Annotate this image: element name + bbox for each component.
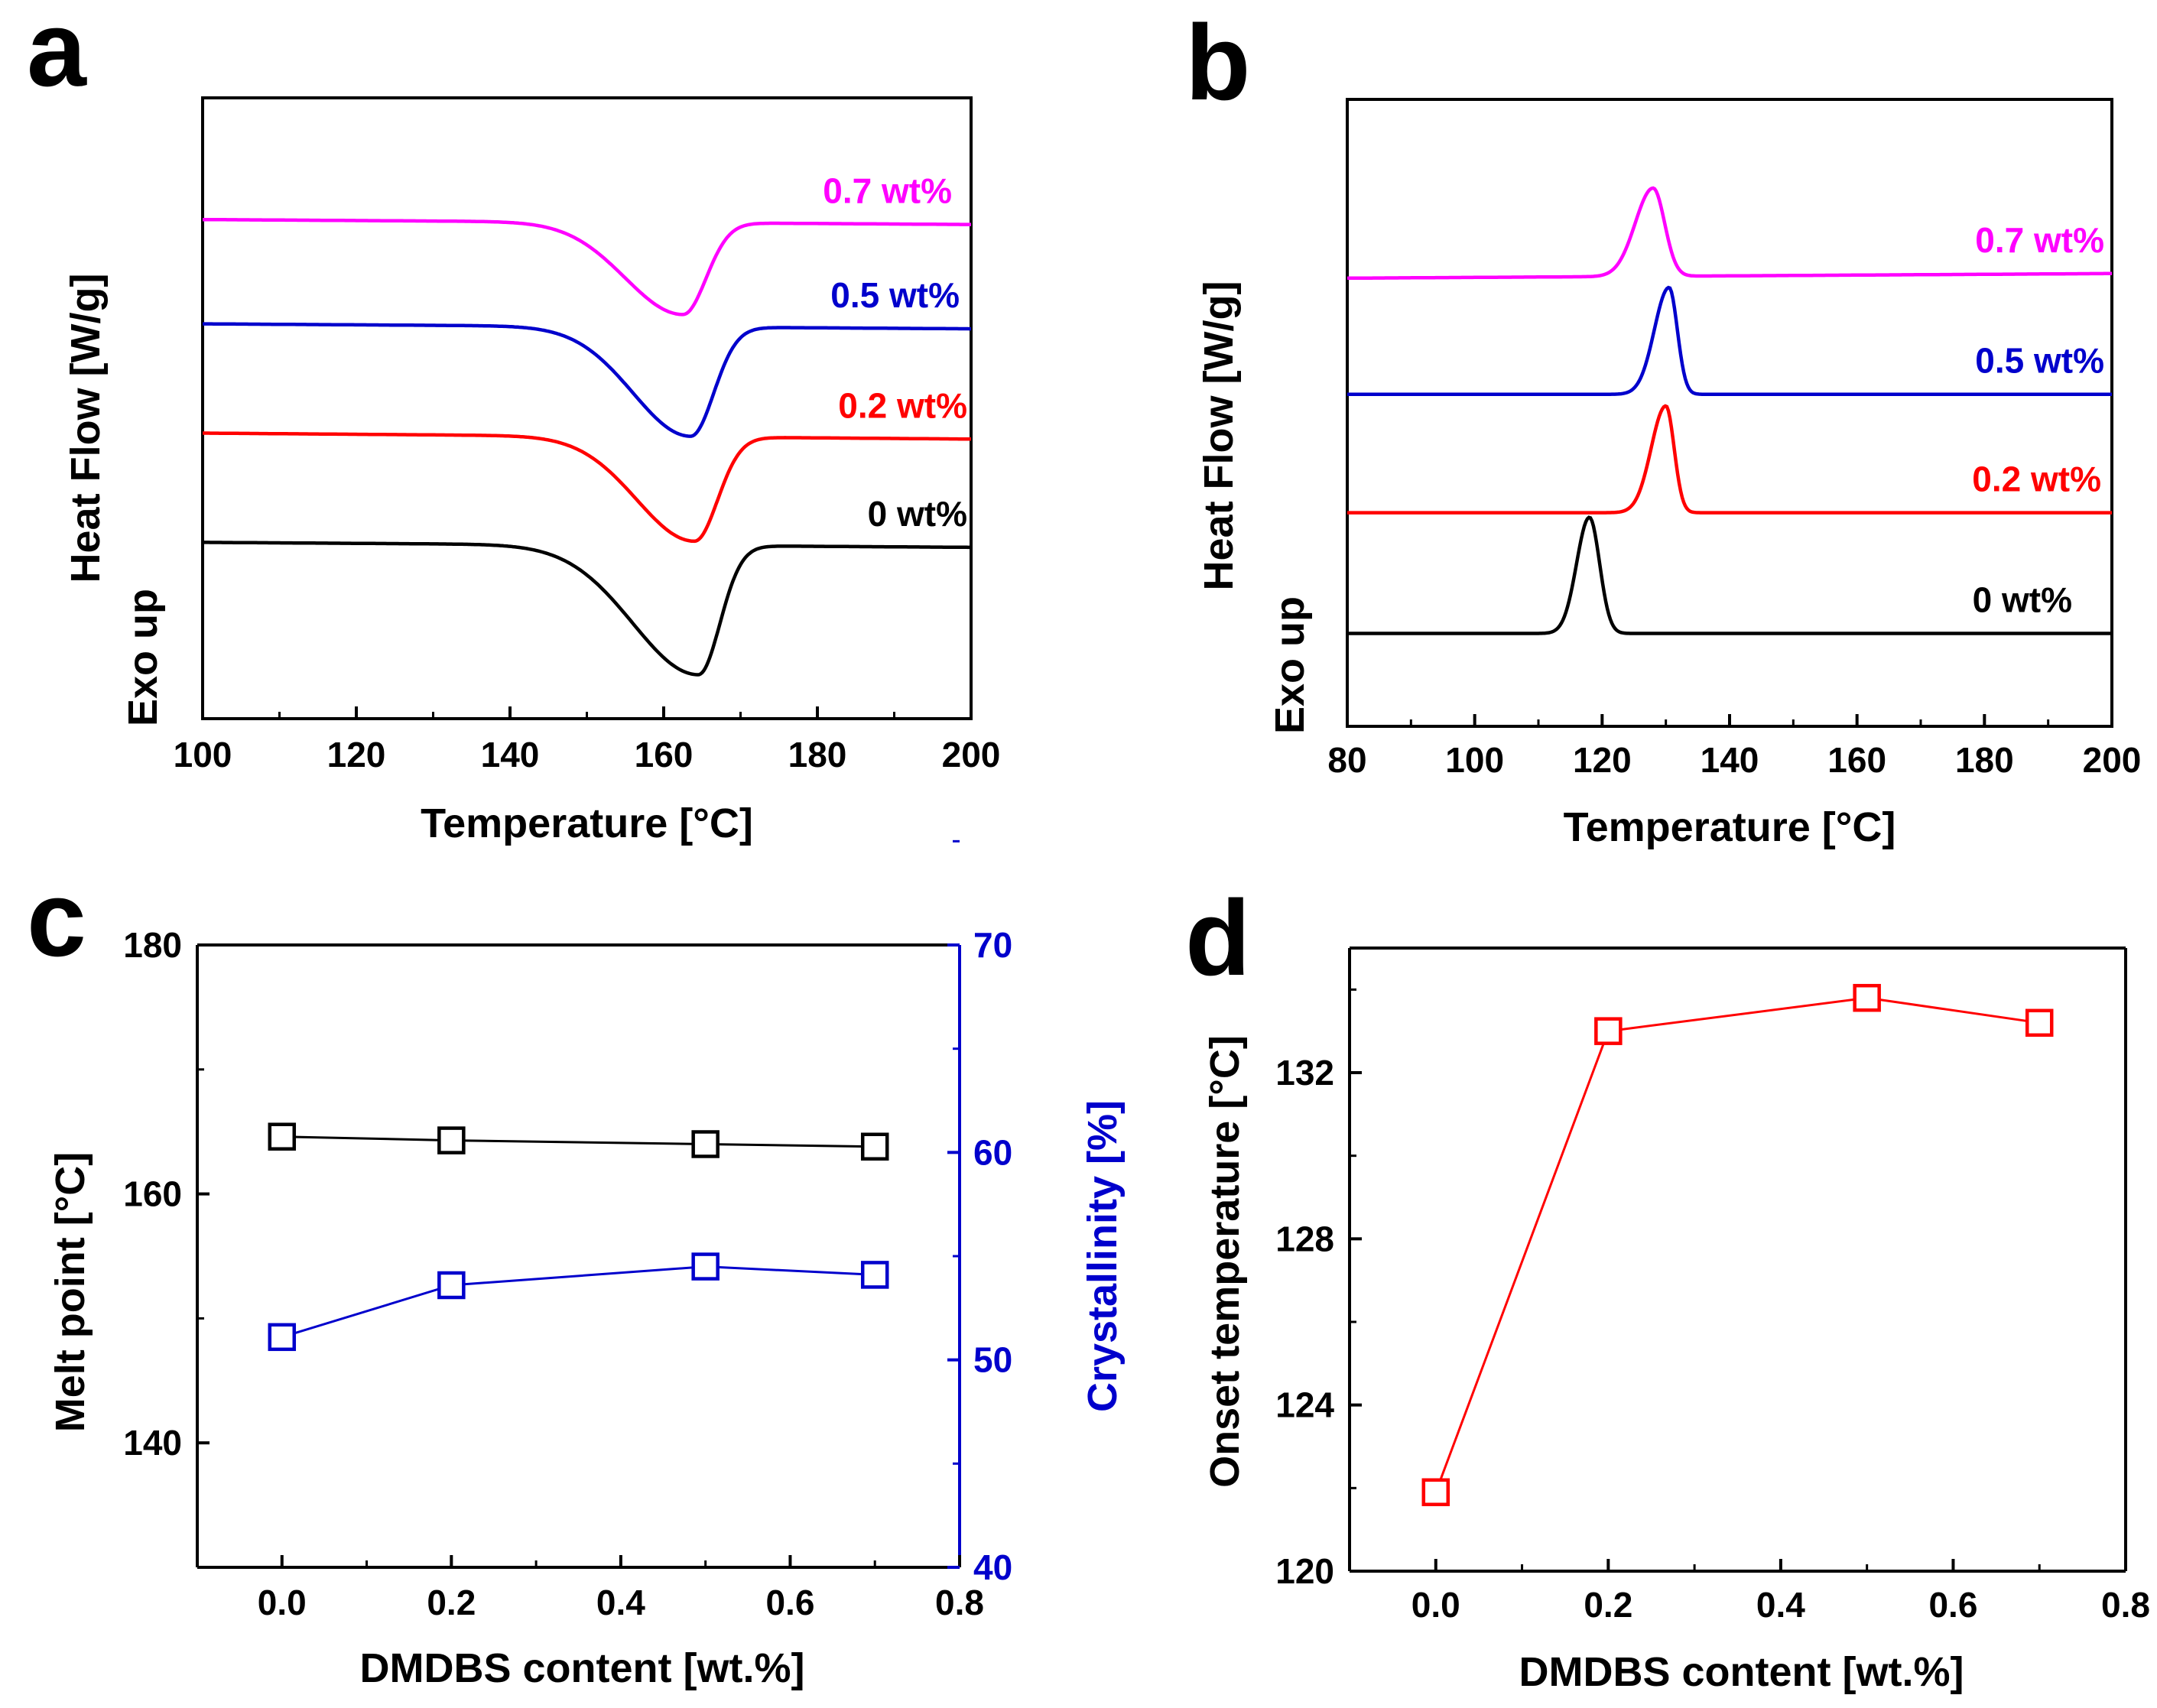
x-tick-label: 0.0 bbox=[1411, 1585, 1460, 1625]
y-tick-label: 140 bbox=[123, 1423, 182, 1463]
series-line bbox=[281, 1135, 875, 1148]
x-tick-label: 0.6 bbox=[1928, 1585, 1977, 1625]
data-point bbox=[437, 1271, 466, 1300]
curve-label: 0 wt% bbox=[1973, 580, 2072, 620]
x-tick-label: 0.2 bbox=[1584, 1585, 1632, 1625]
y-axis-title: Heat Flow [W/g] bbox=[1196, 281, 1242, 591]
curve-0-5-wt- bbox=[1347, 285, 2112, 396]
data-point bbox=[437, 1126, 466, 1154]
panel-d: d 0.0 0.2 0.4 0.6 0.8 120 124 128 132 DMDBS conten… bbox=[1185, 878, 2150, 1695]
x-tick-label: 120 bbox=[1573, 740, 1632, 780]
data-point bbox=[1421, 1478, 1450, 1507]
x-tick-label: 100 bbox=[174, 735, 232, 774]
y2-tick-label: 70 bbox=[973, 925, 1012, 965]
exo-up-note: Exo up bbox=[120, 589, 166, 726]
y2-tick-label: 40 bbox=[973, 1547, 1012, 1587]
panel-b: b 80 100 120 140 160 180 200 0 wt% 0.2 wt% 0.5 wt%… bbox=[1185, 2, 2141, 850]
data-point bbox=[268, 1122, 297, 1151]
y-axis-title: Heat Flow [W/g] bbox=[63, 274, 109, 583]
panel-letter: a bbox=[27, 0, 87, 109]
x-tick-label: 0.6 bbox=[765, 1583, 814, 1622]
x-tick-label: 100 bbox=[1445, 740, 1504, 780]
exo-up-note: Exo up bbox=[1267, 596, 1313, 734]
x-axis-title: Temperature [°C] bbox=[421, 800, 753, 846]
x-tick-label: 200 bbox=[942, 735, 1001, 774]
curve-0-7-wt- bbox=[1347, 186, 2112, 281]
x-tick-label: 180 bbox=[1955, 740, 2014, 780]
y-tick-label: 160 bbox=[123, 1174, 182, 1214]
panel-a: a 100 120 140 160 180 200 0 wt% 0.2 wt% 0.5 wt% 0.… bbox=[27, 0, 1000, 846]
x-tick-label: 0.0 bbox=[258, 1583, 307, 1622]
x-tick-label: 0.2 bbox=[427, 1583, 476, 1622]
x-tick-label: 0.8 bbox=[935, 1583, 984, 1622]
x-tick-label: 120 bbox=[327, 735, 386, 774]
x-tick-label: 140 bbox=[481, 735, 540, 774]
y2-tick-label: 60 bbox=[973, 1132, 1012, 1172]
curve-0-2-wt- bbox=[1347, 404, 2112, 515]
x-tick-label: 160 bbox=[1827, 740, 1886, 780]
curve-label: 0.2 wt% bbox=[838, 385, 967, 425]
panel-letter: c bbox=[27, 859, 86, 979]
data-point bbox=[860, 1132, 889, 1161]
x-tick-label: 0.8 bbox=[2101, 1585, 2150, 1625]
curve-0-wt- bbox=[1347, 515, 2112, 635]
x-axis-title: Temperature [°C] bbox=[1564, 804, 1896, 850]
y-axis-title: Melt point [°C] bbox=[47, 1152, 93, 1433]
curve-label: 0.7 wt% bbox=[823, 171, 952, 211]
data-point bbox=[1594, 1017, 1623, 1045]
curve-0-5-wt- bbox=[203, 322, 971, 438]
curve-0-7-wt- bbox=[203, 217, 971, 317]
series-line bbox=[1434, 996, 2040, 1493]
x-axis-title: DMDBS content [wt.%] bbox=[1519, 1649, 1964, 1695]
x-tick-label: 80 bbox=[1327, 740, 1366, 780]
curve-0-2-wt- bbox=[203, 431, 971, 544]
y2-axis-title: Crystallinity [%] bbox=[1080, 1100, 1126, 1412]
y2-tick-label: 50 bbox=[973, 1340, 1012, 1380]
x-axis-title: DMDBS content [wt.%] bbox=[360, 1645, 805, 1691]
data-point bbox=[691, 1130, 720, 1158]
x-tick-label: 0.4 bbox=[1756, 1585, 1805, 1625]
curve-label: 0.2 wt% bbox=[1972, 459, 2101, 499]
panel-letter: b bbox=[1185, 2, 1251, 122]
x-tick-label: 160 bbox=[635, 735, 694, 774]
series-line bbox=[281, 1265, 875, 1339]
curve-0-wt- bbox=[203, 541, 971, 677]
x-tick-label: 140 bbox=[1701, 740, 1759, 780]
panel-c: c 0.0 0.2 0.4 0.6 0.8 140 160 180 40 50 60 70 DMDBS c… bbox=[27, 839, 1126, 1691]
curve-label: 0.7 wt% bbox=[1975, 220, 2104, 260]
x-tick-label: 180 bbox=[788, 735, 847, 774]
y-tick-label: 124 bbox=[1275, 1385, 1334, 1425]
data-point bbox=[2025, 1008, 2054, 1037]
x-tick-label: 200 bbox=[2083, 740, 2142, 780]
data-point bbox=[268, 1323, 297, 1352]
panel-letter: d bbox=[1185, 878, 1251, 998]
y-tick-label: 128 bbox=[1275, 1219, 1334, 1258]
x-tick-label: 0.4 bbox=[596, 1583, 645, 1622]
curve-label: 0.5 wt% bbox=[830, 275, 960, 315]
y-tick-label: 120 bbox=[1275, 1551, 1334, 1591]
y-axis-title: Onset temperature [°C] bbox=[1202, 1035, 1248, 1488]
y-tick-label: 132 bbox=[1275, 1053, 1334, 1093]
data-point bbox=[691, 1252, 720, 1281]
curve-label: 0 wt% bbox=[868, 494, 967, 534]
y-tick-label: 180 bbox=[123, 925, 182, 965]
data-point bbox=[1853, 983, 1881, 1012]
data-point bbox=[860, 1261, 889, 1289]
curve-label: 0.5 wt% bbox=[1975, 341, 2104, 381]
